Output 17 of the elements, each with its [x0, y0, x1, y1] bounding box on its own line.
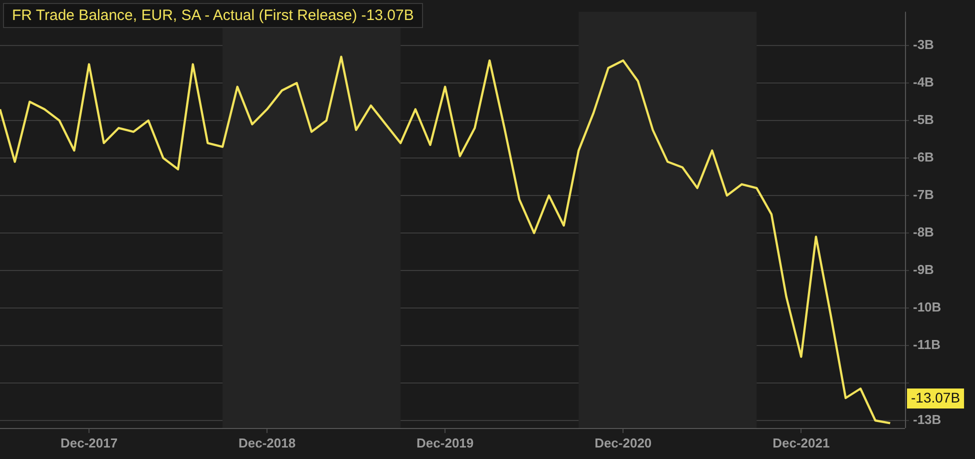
chart-title: FR Trade Balance, EUR, SA - Actual (First Release) -13.07B — [3, 3, 423, 28]
y-tick-label: -11B — [913, 337, 940, 352]
y-tick-label: -8B — [913, 224, 934, 240]
x-tick-label: Dec-2019 — [416, 435, 474, 450]
y-tick-label: -10B — [913, 300, 942, 315]
y-tick-label: -7B — [913, 187, 934, 202]
text: -13.07B — [911, 389, 960, 406]
x-tick-label: Dec-2021 — [772, 435, 830, 450]
y-tick-label: -6B — [913, 150, 934, 165]
y-tick-label: -4B — [913, 74, 934, 90]
y-tick-label: -13B — [913, 412, 942, 428]
x-tick-label: Dec-2020 — [594, 435, 652, 450]
x-tick-label: Dec-2017 — [60, 435, 118, 450]
y-tick-label: -9B — [913, 262, 934, 278]
y-tick-label: -5B — [913, 112, 934, 128]
x-tick-label: Dec-2018 — [238, 435, 296, 450]
y-tick-label: -3B — [913, 37, 934, 52]
